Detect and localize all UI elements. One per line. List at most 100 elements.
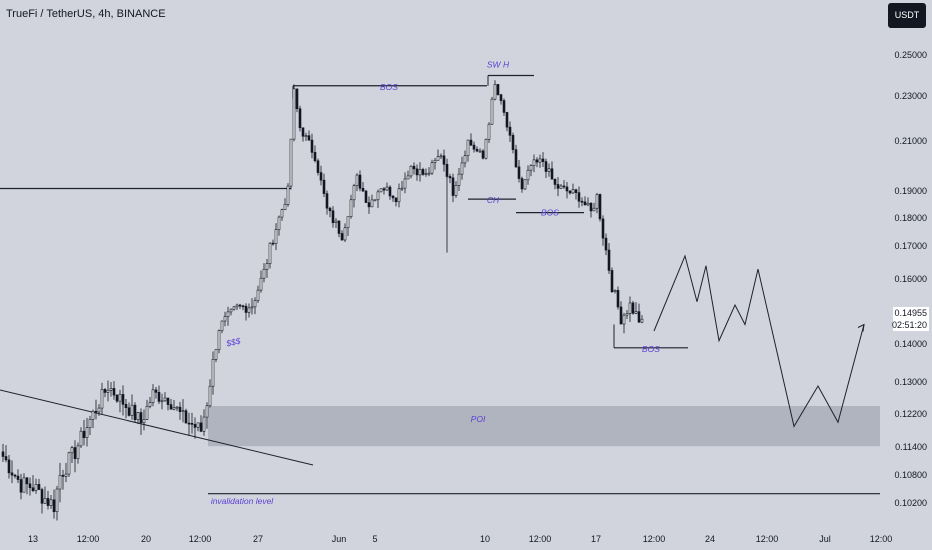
candle-body [409,165,413,177]
candle-body [460,162,464,175]
candle-body [298,108,302,129]
candle-body [325,193,329,209]
candle-body [433,160,437,163]
candle-body [223,316,227,322]
candle-body [358,174,362,189]
candle-body [28,483,32,489]
candle-body [292,88,296,140]
candle-body [301,127,305,137]
candle-body [217,330,221,350]
candle-body [286,185,290,205]
current-price-countdown: 02:51:20 [892,320,927,330]
price-tick-label: 0.23000 [894,91,927,101]
candle-body [616,290,620,308]
candle-body [331,210,335,224]
candle-body [571,189,575,194]
candle-body [193,424,197,428]
candle-body [109,388,113,391]
candle-body [487,123,491,140]
candle-body [178,406,182,412]
label-bos-top: BOS [380,82,398,92]
candle-body [241,305,245,308]
time-tick-label: 5 [372,534,377,544]
candle-body [205,405,209,418]
time-tick-label: 27 [253,534,263,544]
candle-body [598,194,602,220]
candle-body [226,311,230,317]
price-tick-label: 0.11400 [895,442,927,452]
candle-body [385,186,389,191]
candle-body [163,397,167,402]
candle-body [76,445,80,460]
candle-body [442,155,446,165]
label-bos-right: BOS [541,208,559,218]
candle-body [517,166,521,179]
candle-body [541,158,545,162]
candle-body [622,314,626,325]
candle-body [307,135,311,141]
candle-body [145,406,149,420]
candle-body [580,200,584,203]
poi-zone [208,406,880,447]
candle-body [127,407,131,416]
candle-body [34,484,38,491]
price-tick-label: 0.16000 [894,274,927,284]
candle-body [328,207,332,212]
candle-body [130,404,134,416]
time-axis-bg [0,530,932,550]
candle-body [448,176,452,179]
time-tick-label: 10 [480,534,490,544]
current-price-box [893,306,929,331]
candle-body [454,185,458,196]
candle-body [172,407,176,410]
candle-body [175,406,179,409]
currency-badge[interactable]: USDT [888,3,926,28]
candle-body [283,204,287,210]
candle-body [490,98,494,125]
price-axis[interactable]: 0.25000 0.23000 0.21000 0.19000 0.18000 0.170… [880,0,932,530]
candle-body [211,359,215,387]
candle-body [259,277,263,291]
drawing-labels: BOS SW H CH BOS BOS $$$ POI invalidation level [211,60,660,507]
candle-body [373,199,377,202]
candle-body [322,179,326,194]
candle-body [625,313,629,316]
candle-body [418,169,422,176]
candle-body [637,311,641,323]
candle-body [337,220,341,234]
candle-body [31,487,35,491]
candle-body [475,148,479,152]
candle-body [52,499,56,513]
time-tick-label: 24 [705,534,715,544]
time-tick-label: 12:00 [756,534,779,544]
candle-body [382,188,386,191]
candle-body [511,134,515,150]
time-tick-label: 12:00 [77,534,100,544]
candle-body [115,394,119,402]
candle-body [592,207,596,212]
candle-body [457,173,461,186]
candle-body [406,175,410,180]
candle-body [553,178,557,185]
candle-body [334,220,338,224]
candle-body [196,422,200,428]
candle-body [256,289,260,301]
candle-body [619,306,623,325]
symbol-title: TrueFi / TetherUS, 4h, BINANCE [6,8,166,20]
candle-body [421,169,425,175]
candle-body [202,416,206,432]
candle-body [547,168,551,172]
label-sw-h: SW H [487,60,510,70]
candle-body [484,139,488,159]
candle-body [451,177,455,196]
candle-body [265,263,269,270]
candle-body [424,173,428,175]
candle-body [595,194,599,209]
candle-body [10,472,14,476]
time-axis[interactable]: 13 12:00 20 12:00 27 Jun 5 10 12:00 17 12:00 24 12:0… [0,530,932,550]
candle-body [466,139,470,157]
candle-body [61,474,65,477]
price-tick-label: 0.12200 [894,409,927,419]
